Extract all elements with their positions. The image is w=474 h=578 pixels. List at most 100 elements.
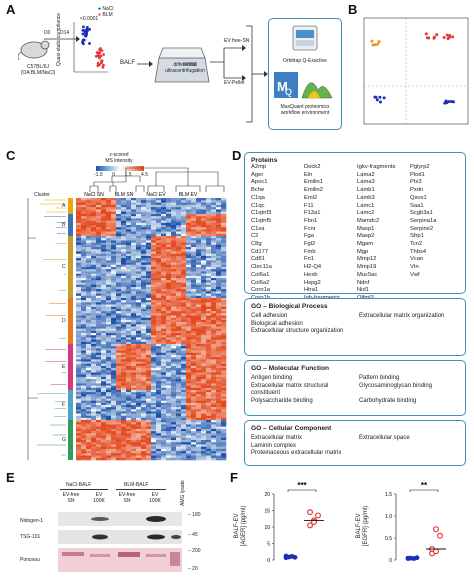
heatmap-cell: [86, 398, 92, 402]
heatmap-cell: [196, 339, 202, 343]
heatmap-cell: [86, 361, 92, 365]
heatmap-cell: [86, 278, 92, 281]
heatmap-cell: [101, 372, 107, 375]
heatmap-cell: [116, 390, 122, 393]
heatmap-cell: [151, 444, 157, 447]
heatmap-cell: [81, 278, 87, 281]
heatmap-cell: [166, 446, 172, 450]
heatmap-cell: [196, 216, 202, 219]
heatmap-cell: [216, 374, 222, 378]
go-cc-box: GO – Cellular Component Extracellular ma…: [244, 420, 466, 466]
heatmap-cell: [181, 238, 187, 241]
heatmap-cell: [86, 335, 92, 338]
heatmap-cell: [196, 457, 202, 461]
heatmap-cell: [181, 198, 187, 201]
heatmap-cell: [121, 437, 127, 441]
heatmap-cell: [146, 273, 152, 277]
heatmap-cell: [81, 282, 87, 286]
heatmap-cell: [101, 216, 107, 219]
heatmap-cell: [146, 315, 152, 319]
heatmap-cell: [116, 372, 122, 375]
heatmap-cell: [156, 293, 162, 297]
heatmap-cell: [166, 233, 172, 237]
heatmap-cell: [161, 286, 167, 290]
heatmap-cell: [106, 216, 112, 219]
heatmap-cell: [101, 346, 107, 349]
heatmap-cell: [121, 335, 127, 338]
heatmap-cell: [221, 339, 227, 343]
heatmap-cell: [91, 341, 97, 345]
heatmap-cell: [126, 240, 132, 243]
heatmap-cell: [171, 211, 177, 215]
heatmap-cell: [136, 390, 142, 393]
heatmap-cell: [201, 392, 207, 395]
heatmap-cell: [206, 231, 212, 235]
heatmap-cell: [161, 400, 167, 404]
heatmap-cell: [166, 368, 172, 371]
heatmap-cell: [106, 282, 112, 286]
cluster-letter-a: A: [62, 203, 66, 209]
heatmap-cell: [101, 407, 107, 410]
heatmap-cell: [201, 407, 207, 410]
heatmap-cell: [146, 253, 152, 257]
heatmap-cell: [171, 396, 177, 399]
heatmap-cell: [196, 440, 202, 443]
heatmap-cell: [191, 247, 197, 250]
heatmap-cell: [101, 269, 107, 272]
heatmap-cell: [221, 444, 227, 447]
heatmap-cell: [216, 218, 222, 221]
heatmap-cell: [201, 330, 207, 334]
heatmap-cell: [116, 251, 122, 255]
heatmap-cell: [181, 383, 187, 386]
heatmap-cell: [161, 326, 167, 329]
heatmap-cell: [151, 249, 157, 252]
heatmap-cell: [176, 216, 182, 219]
heatmap-cell: [116, 363, 122, 367]
heatmap-cell: [156, 233, 162, 237]
heatmap-cell: [81, 357, 87, 360]
heatmap-cell: [191, 417, 197, 421]
heatmap-cell: [126, 390, 132, 393]
heatmap-cell: [211, 225, 217, 228]
heatmap-cell: [216, 453, 222, 456]
y-tick-label: 10: [264, 525, 270, 531]
heatmap-cell: [136, 247, 142, 250]
heatmap-cell: [166, 324, 172, 327]
heatmap-cell: [201, 242, 207, 246]
heatmap-cell: [171, 209, 177, 213]
heatmap-cell: [96, 227, 102, 230]
heatmap-cell: [76, 225, 82, 228]
heatmap-cell: [126, 385, 132, 389]
heatmap-cell: [91, 361, 97, 365]
heatmap-cell: [161, 335, 167, 338]
heatmap-cell: [86, 409, 92, 412]
heatmap-cell: [126, 207, 132, 210]
protein-name: Emilin2: [304, 187, 324, 194]
heatmap-cell: [191, 335, 197, 338]
heatmap-cell: [221, 304, 227, 308]
heatmap-cell: [151, 233, 157, 237]
heatmap-cell: [131, 428, 137, 432]
heatmap-cell: [221, 308, 227, 312]
heatmap-cell: [81, 330, 87, 334]
heatmap-cell: [101, 207, 107, 210]
heatmap-cell: [131, 322, 137, 325]
heatmap-cell: [206, 311, 212, 314]
heatmap-cell: [156, 435, 162, 439]
heatmap-cell: [221, 330, 227, 334]
heatmap-cell: [206, 335, 212, 338]
heatmap-cell: [166, 207, 172, 210]
heatmap-cell: [146, 293, 152, 297]
heatmap-cell: [126, 398, 132, 402]
heatmap-cell: [196, 313, 202, 316]
heatmap-cell: [211, 337, 217, 340]
heatmap-cell: [166, 282, 172, 286]
heatmap-cell: [96, 304, 102, 308]
protein-name: Lama3: [357, 179, 375, 186]
heatmap-cell: [121, 379, 127, 382]
heatmap-cell: [186, 302, 192, 305]
heatmap-cell: [156, 216, 162, 219]
heatmap-cell: [76, 319, 82, 323]
heatmap-cell: [191, 255, 197, 259]
heatmap-cell: [216, 400, 222, 404]
